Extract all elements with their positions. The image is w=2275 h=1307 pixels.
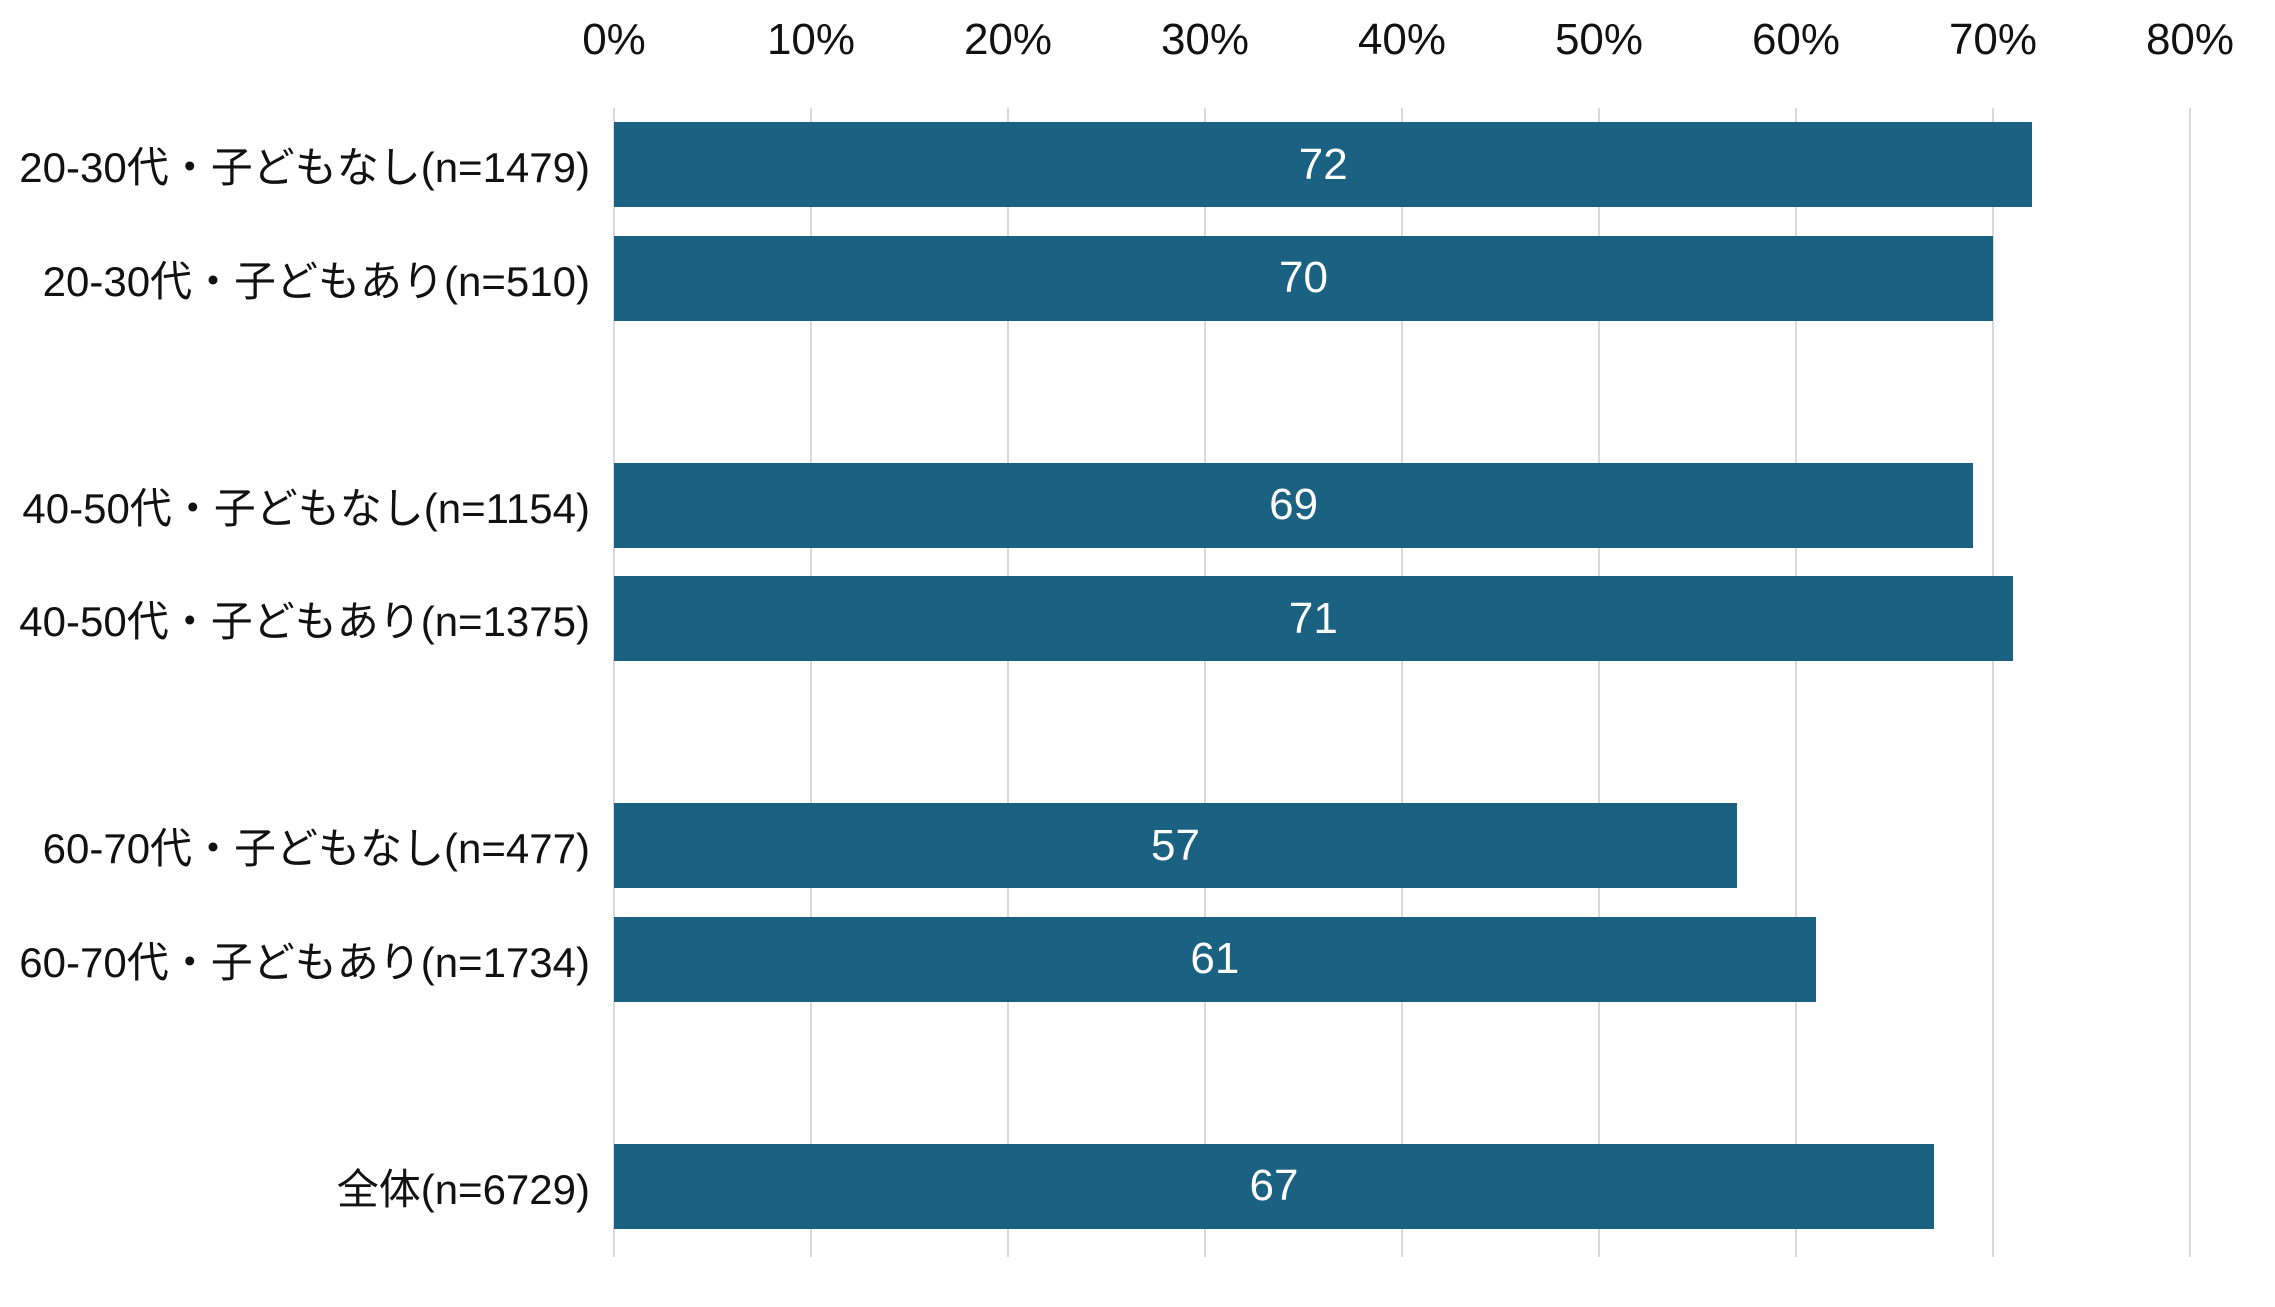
bar: 69: [614, 462, 1974, 548]
gridline: [1204, 108, 1206, 1257]
group-gap: [0, 1016, 2190, 1130]
x-axis-top: 0% 10% 20% 30% 40% 50% 60% 70% 80%: [582, 0, 2234, 100]
category-label: 40-50代・子どもなし(n=1154): [22, 484, 590, 532]
x-axis-tick-label: 20%: [963, 15, 1053, 64]
group-gap: [0, 676, 2190, 790]
bar-track: 67: [614, 1130, 2190, 1244]
bar-row: 20-30代・子どもあり(n=510) 70: [0, 222, 2190, 336]
bar-rows: 20-30代・子どもなし(n=1479) 72 20-30代・子どもあり(n=5…: [0, 108, 2190, 1243]
bar-track: 70: [614, 222, 2190, 336]
bar-track: 71: [614, 562, 2190, 676]
bar-value-label: 57: [1150, 820, 1200, 870]
category-label: 40-50代・子どもあり(n=1375): [19, 598, 590, 646]
gridline: [613, 108, 615, 1257]
gridline: [1007, 108, 1009, 1257]
category-label: 60-70代・子どもあり(n=1734): [19, 938, 590, 986]
x-axis-tick-label: 70%: [1948, 15, 2038, 64]
gridline: [1992, 108, 1994, 1257]
category-label: 全体(n=6729): [336, 1165, 590, 1213]
bar-value-label: 69: [1269, 480, 1319, 530]
gridline: [1598, 108, 1600, 1257]
plot-area-gridlines: [613, 108, 2191, 1257]
gridline: [1401, 108, 1403, 1257]
category-label: 20-30代・子どもあり(n=510): [42, 257, 590, 305]
category-label: 60-70代・子どもなし(n=477): [42, 825, 590, 873]
bar-value-label: 67: [1249, 1161, 1299, 1211]
bar: 67: [614, 1143, 1934, 1229]
x-axis-tick-label: 0%: [582, 15, 646, 64]
bar-value-label: 71: [1288, 593, 1338, 643]
bar-value-label: 70: [1279, 253, 1328, 303]
bar-track: 72: [614, 108, 2190, 222]
x-axis-tick-label: 50%: [1554, 15, 1644, 64]
bar: 71: [614, 576, 2013, 662]
bar: 61: [614, 916, 1816, 1002]
bar-row: 20-30代・子どもなし(n=1479) 72: [0, 108, 2190, 222]
x-axis-tick-label: 80%: [2145, 15, 2235, 64]
x-axis-tick-label: 60%: [1751, 15, 1841, 64]
bar-row: 40-50代・子どもあり(n=1375) 71: [0, 562, 2190, 676]
bar-row: 60-70代・子どもなし(n=477) 57: [0, 789, 2190, 903]
gridline: [810, 108, 812, 1257]
category-label: 20-30代・子どもなし(n=1479): [19, 144, 590, 192]
group-gap: [0, 335, 2190, 449]
x-axis-tick-label: 10%: [766, 15, 856, 64]
gridline: [2189, 108, 2191, 1257]
bar: 70: [614, 235, 1993, 321]
bar-row: 全体(n=6729) 67: [0, 1130, 2190, 1244]
bar-track: 69: [614, 449, 2190, 563]
bar-row: 60-70代・子どもあり(n=1734) 61: [0, 903, 2190, 1017]
x-axis-tick-label: 30%: [1160, 15, 1250, 64]
bar-track: 57: [614, 789, 2190, 903]
bar-row: 40-50代・子どもなし(n=1154) 69: [0, 449, 2190, 563]
bar-value-label: 61: [1190, 934, 1240, 984]
bar: 72: [614, 122, 2033, 208]
gridline: [1795, 108, 1797, 1257]
bar-track: 61: [614, 903, 2190, 1017]
bar-value-label: 72: [1298, 139, 1348, 189]
x-axis-tick-label: 40%: [1357, 15, 1447, 64]
bar: 57: [614, 803, 1737, 889]
